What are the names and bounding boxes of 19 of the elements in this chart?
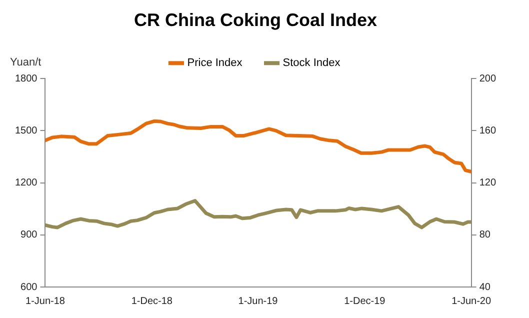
y-tick-label: 1500	[14, 125, 38, 136]
x-tick-label: 1-Dec-18	[131, 296, 173, 307]
legend-label: Stock Index	[282, 57, 341, 70]
x-tick-label: 1-Jun-18	[26, 296, 66, 307]
y-axis-title: Yuan/t	[10, 56, 42, 69]
y-tick-label: 600	[20, 282, 38, 293]
x-tick-label: 1-Dec-19	[344, 296, 386, 307]
y-tick-label: 1200	[14, 178, 38, 189]
legend-label: Price Index	[187, 57, 243, 70]
x-tick-label: 1-Jun-20	[452, 296, 492, 307]
y-tick-label: 1800	[14, 73, 38, 84]
y2-tick-label: 80	[479, 230, 491, 241]
chart-title: CR China Coking Coal Index	[134, 10, 378, 30]
y2-tick-label: 40	[479, 282, 491, 293]
y2-tick-label: 120	[479, 178, 496, 189]
y2-tick-label: 160	[479, 125, 496, 136]
y2-tick-label: 200	[479, 73, 496, 84]
y-tick-label: 900	[20, 230, 38, 241]
x-tick-label: 1-Jun-19	[238, 296, 278, 307]
